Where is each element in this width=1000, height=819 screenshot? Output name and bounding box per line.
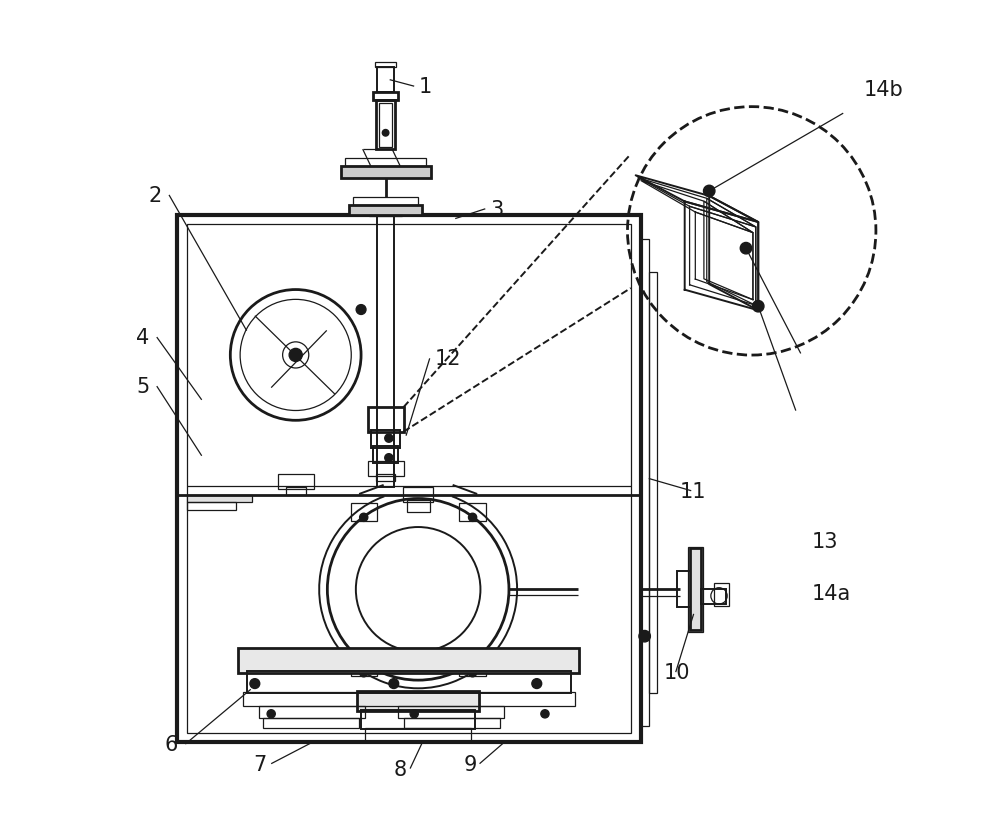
Bar <box>365 727 471 741</box>
Bar <box>404 718 500 728</box>
Bar <box>286 487 306 495</box>
Bar <box>341 167 431 179</box>
Bar <box>278 474 314 489</box>
Circle shape <box>468 514 477 522</box>
Circle shape <box>639 631 650 642</box>
Bar <box>353 197 418 206</box>
Circle shape <box>382 130 389 137</box>
Bar <box>361 710 475 729</box>
Circle shape <box>740 243 752 255</box>
Circle shape <box>267 710 275 718</box>
Text: 8: 8 <box>394 758 407 779</box>
Bar <box>649 273 657 694</box>
Text: 12: 12 <box>435 349 461 369</box>
Bar <box>641 240 649 726</box>
Bar <box>379 103 392 147</box>
Circle shape <box>385 435 393 443</box>
Bar <box>459 658 486 676</box>
Bar <box>701 590 726 604</box>
Circle shape <box>389 679 399 689</box>
Bar <box>259 706 365 718</box>
Bar <box>263 718 359 728</box>
Text: 10: 10 <box>663 663 690 682</box>
Bar <box>403 487 433 502</box>
Text: 4: 4 <box>136 328 150 347</box>
Bar <box>369 215 402 217</box>
Bar <box>368 408 404 432</box>
Bar <box>187 225 631 733</box>
Circle shape <box>250 679 260 689</box>
Bar <box>187 495 252 502</box>
Circle shape <box>541 710 549 718</box>
Bar <box>677 572 691 608</box>
Text: 5: 5 <box>136 377 150 396</box>
Circle shape <box>289 349 302 362</box>
Text: 13: 13 <box>812 532 839 552</box>
Bar <box>187 502 236 510</box>
Bar <box>357 691 479 712</box>
Bar <box>398 706 504 718</box>
Bar <box>407 500 430 512</box>
Text: 9: 9 <box>464 753 477 774</box>
Bar <box>243 692 575 707</box>
Bar <box>375 62 396 68</box>
Bar <box>351 658 377 676</box>
Bar <box>345 159 426 167</box>
Bar <box>459 503 486 521</box>
Text: 14b: 14b <box>864 79 903 100</box>
Circle shape <box>532 679 542 689</box>
Bar <box>238 649 579 673</box>
Bar <box>371 431 400 449</box>
Text: 14a: 14a <box>812 583 851 603</box>
Bar <box>247 672 571 694</box>
Text: 2: 2 <box>149 186 162 206</box>
Bar <box>177 215 641 743</box>
Text: 7: 7 <box>253 753 266 774</box>
Text: 11: 11 <box>680 481 706 501</box>
Circle shape <box>468 669 477 677</box>
Circle shape <box>356 305 366 315</box>
Bar <box>376 474 395 481</box>
Circle shape <box>360 514 368 522</box>
Text: 3: 3 <box>490 200 503 219</box>
Circle shape <box>410 710 418 718</box>
Bar <box>349 206 422 215</box>
Circle shape <box>385 454 393 462</box>
Bar <box>373 447 398 463</box>
Circle shape <box>703 186 715 197</box>
Circle shape <box>753 301 764 313</box>
Bar <box>377 68 394 93</box>
Circle shape <box>360 669 368 677</box>
Bar <box>690 549 701 631</box>
Text: 6: 6 <box>165 734 178 754</box>
Bar <box>377 217 394 487</box>
Bar <box>688 547 703 632</box>
Bar <box>376 101 395 150</box>
Text: 1: 1 <box>418 77 432 97</box>
Bar <box>373 93 398 101</box>
Bar <box>351 503 377 521</box>
Bar <box>368 461 404 476</box>
Bar <box>714 583 729 606</box>
